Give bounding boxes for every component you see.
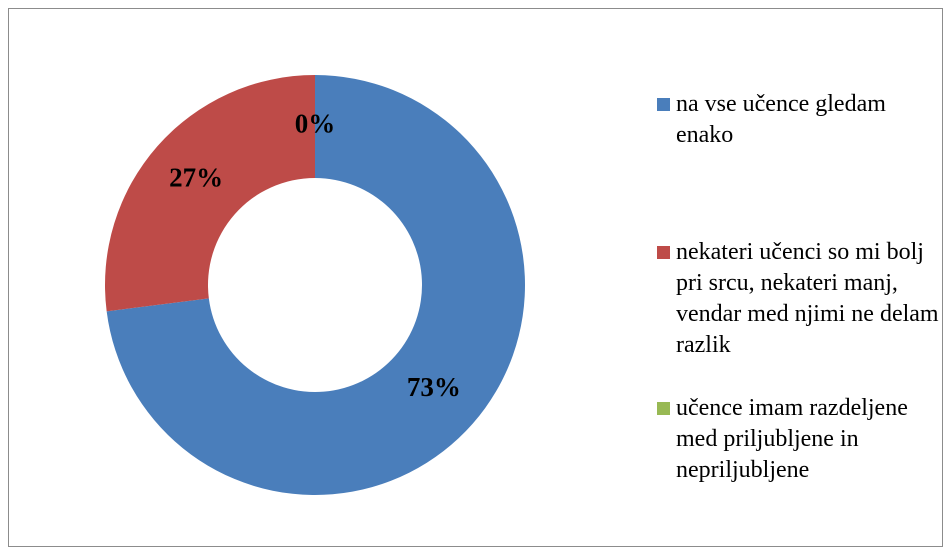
legend-label: nekateri učenci so mi bolj pri srcu, nek… xyxy=(676,239,939,358)
donut-segment xyxy=(106,75,525,496)
chart-frame xyxy=(8,8,943,547)
legend-swatch xyxy=(657,246,670,259)
data-label: 0% xyxy=(295,109,336,139)
data-label: 73% xyxy=(407,372,461,402)
data-label: 27% xyxy=(169,162,223,192)
legend-item: na vse učence gledam enako xyxy=(657,89,942,151)
legend-item: učence imam razdeljene med priljubljene … xyxy=(657,393,942,486)
legend-swatch xyxy=(657,98,670,111)
legend-swatch xyxy=(657,402,670,415)
donut-segment xyxy=(105,75,315,312)
legend-label: na vse učence gledam enako xyxy=(676,91,886,148)
legend-item: nekateri učenci so mi bolj pri srcu, nek… xyxy=(657,237,942,361)
legend-label: učence imam razdeljene med priljubljene … xyxy=(676,395,908,483)
